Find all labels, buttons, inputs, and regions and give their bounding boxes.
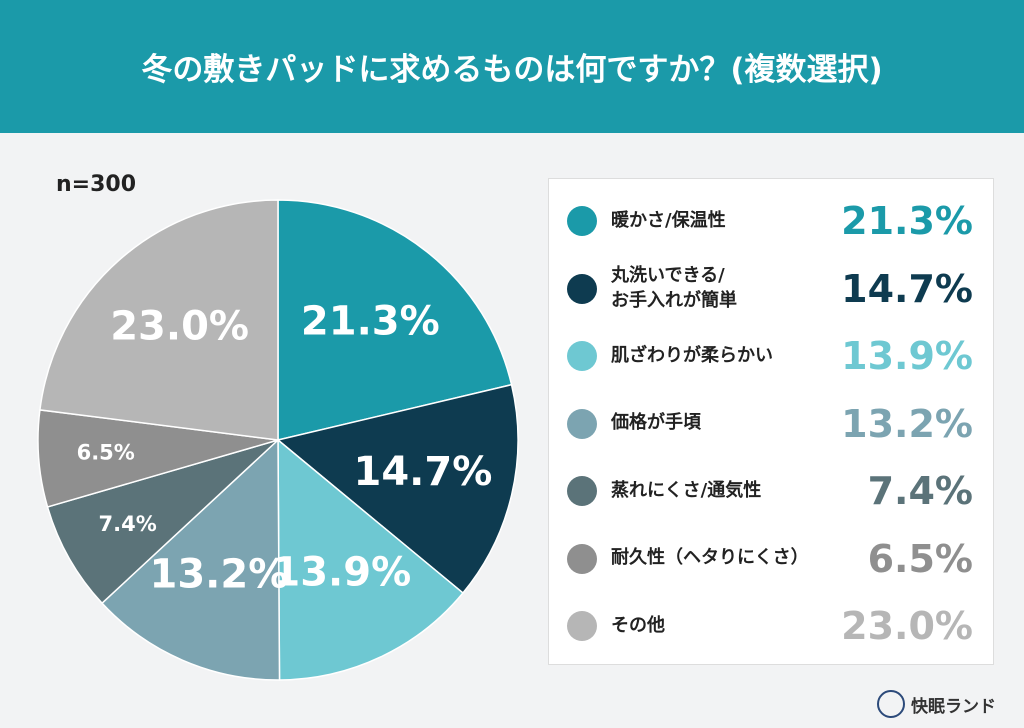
slice-label: 13.9% (272, 549, 411, 595)
legend-swatch (567, 611, 597, 641)
brand: 快眠ランド (877, 690, 996, 718)
legend-value: 13.2% (841, 401, 973, 446)
legend-item: 耐久性（ヘタりにくさ） 6.5% (549, 529, 995, 589)
brand-name: 快眠ランド (911, 696, 996, 717)
legend-label: その他 (611, 614, 665, 636)
chart-title: 冬の敷きパッドに求めるものは何ですか？(複数選択) (0, 0, 1024, 133)
legend-swatch (567, 206, 597, 236)
legend-value: 13.9% (841, 334, 973, 378)
legend-swatch (567, 408, 597, 439)
legend: 暖かさ/保温性 21.3% 丸洗いできる/ お手入れが簡単 14.7% 肌ざわりが柔らか… (548, 178, 994, 665)
slice-label: 23.0% (110, 303, 249, 349)
legend-item: 蒸れにくさ/通気性 7.4% (549, 461, 995, 521)
legend-label: 丸洗いできる/ お手入れが簡単 (611, 265, 737, 311)
pie-slice (277, 199, 513, 441)
legend-label: 肌ざわりが柔らかい (611, 344, 773, 366)
legend-item: 暖かさ/保温性 21.3% (549, 191, 995, 251)
slice-label: 6.5% (77, 441, 135, 465)
slice-label: 21.3% (301, 298, 440, 344)
brand-logo (877, 690, 905, 718)
sample-size: n=300 (56, 172, 137, 197)
legend-value: 23.0% (841, 604, 973, 648)
legend-label: 蒸れにくさ/通気性 (611, 479, 762, 501)
legend-item: 肌ざわりが柔らかい 13.9% (549, 326, 995, 386)
legend-label: 価格が手頃 (611, 412, 701, 434)
slice-label: 7.4% (99, 512, 157, 536)
legend-item: その他 23.0% (549, 596, 995, 656)
legend-value: 14.7% (841, 266, 973, 311)
legend-value: 6.5% (867, 536, 973, 581)
legend-swatch (567, 543, 597, 574)
legend-value: 7.4% (867, 469, 973, 513)
legend-item: 価格が手頃 13.2% (549, 394, 995, 454)
pie-slice (276, 383, 519, 595)
pie-slice (100, 438, 281, 681)
pie-slice (46, 439, 279, 605)
legend-item: 丸洗いできる/ お手入れが簡単 14.7% (549, 259, 995, 319)
legend-swatch (567, 476, 597, 506)
pie-slice (277, 438, 464, 681)
slice-label: 13.2% (150, 552, 289, 598)
legend-swatch (567, 341, 597, 371)
legend-value: 21.3% (841, 199, 973, 243)
legend-label: 暖かさ/保温性 (611, 209, 726, 231)
legend-swatch (567, 273, 597, 304)
pie-slice (39, 199, 279, 441)
legend-label: 耐久性（ヘタりにくさ） (611, 547, 809, 569)
slice-label: 14.7% (354, 449, 493, 495)
